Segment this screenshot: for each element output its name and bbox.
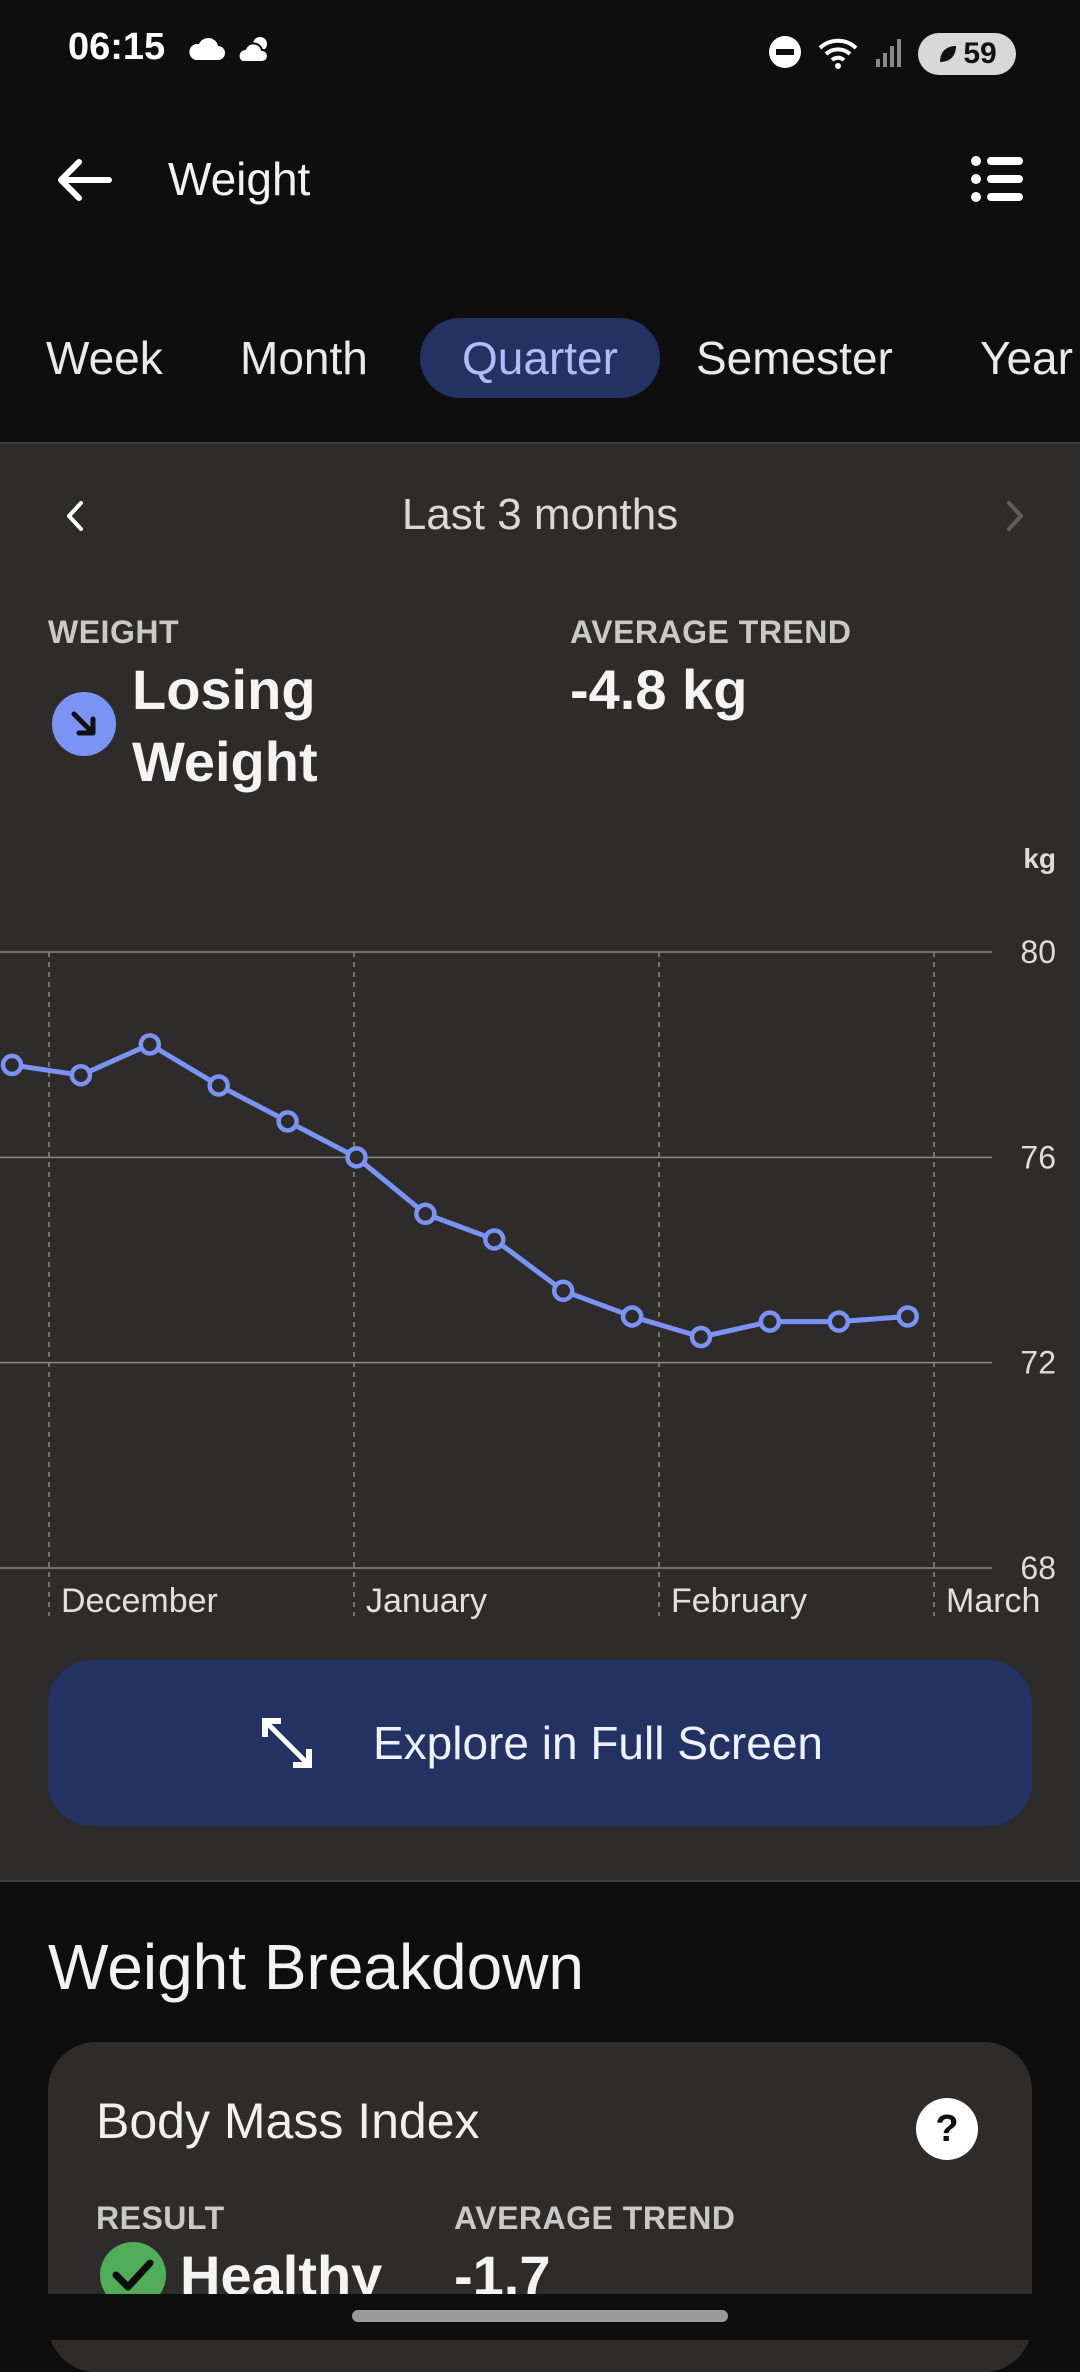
x-tick-label: January bbox=[366, 1582, 487, 1620]
weight-stat-label: WEIGHT bbox=[48, 614, 179, 650]
home-indicator[interactable] bbox=[352, 2310, 728, 2322]
y-tick-label: 72 bbox=[1020, 1345, 1056, 1381]
back-button[interactable] bbox=[46, 150, 120, 210]
system-status-icons: 59 bbox=[768, 30, 1016, 78]
x-tick-label: February bbox=[671, 1582, 807, 1620]
arrow-left-icon bbox=[58, 159, 112, 201]
period-label: Last 3 months bbox=[401, 490, 679, 539]
weight-data-point[interactable] bbox=[0, 1053, 24, 1077]
chevron-right-icon bbox=[1007, 501, 1023, 531]
weight-data-point[interactable] bbox=[207, 1074, 230, 1097]
leaf-icon bbox=[940, 46, 957, 62]
weight-data-point[interactable] bbox=[483, 1228, 506, 1251]
section-title: Weight Breakdown bbox=[48, 1931, 584, 2003]
weight-data-point[interactable] bbox=[758, 1310, 782, 1333]
bmi-trend-label: AVERAGE TREND bbox=[454, 2200, 736, 2236]
weight-data-point[interactable] bbox=[896, 1305, 919, 1328]
list-menu-button[interactable] bbox=[964, 146, 1030, 212]
question-icon: ? bbox=[935, 2107, 959, 2150]
weather-icons bbox=[186, 32, 276, 73]
partly-cloudy-icon bbox=[236, 32, 276, 73]
signal-icon bbox=[874, 35, 904, 74]
bmi-result-label: RESULT bbox=[96, 2200, 225, 2236]
average-trend-value: -4.8 kg bbox=[570, 658, 748, 721]
tab-semester[interactable]: Semester bbox=[696, 332, 893, 384]
explore-full-screen-button[interactable]: Explore in Full Screen bbox=[48, 1660, 1032, 1826]
chevron-left-icon bbox=[67, 501, 83, 531]
weight-status-line2: Weight bbox=[132, 730, 318, 793]
chart-panel bbox=[0, 442, 1080, 1882]
x-tick-label: March bbox=[946, 1582, 1040, 1620]
weight-data-point[interactable] bbox=[414, 1202, 437, 1226]
weight-chart[interactable]: kg 80 76 72 68 December January February March bbox=[0, 840, 1080, 1630]
previous-period-button[interactable] bbox=[50, 486, 100, 546]
help-button[interactable]: ? bbox=[916, 2098, 978, 2160]
status-time: 06:15 bbox=[68, 26, 166, 68]
battery-icon: 59 bbox=[918, 33, 1016, 75]
weight-data-point[interactable] bbox=[138, 1033, 162, 1056]
arrow-down-right-icon bbox=[52, 692, 116, 756]
x-tick-label: December bbox=[61, 1582, 218, 1620]
cloud-icon bbox=[186, 32, 226, 73]
wifi-icon bbox=[816, 34, 860, 75]
explore-button-label: Explore in Full Screen bbox=[373, 1717, 823, 1769]
weight-data-point[interactable] bbox=[551, 1279, 575, 1303]
tab-week[interactable]: Week bbox=[46, 332, 163, 384]
weight-status-value: Losing Weight bbox=[132, 654, 318, 798]
tab-month[interactable]: Month bbox=[240, 332, 368, 384]
average-trend-label: AVERAGE TREND bbox=[570, 614, 852, 650]
expand-diagonal-icon bbox=[262, 1718, 312, 1768]
weight-data-point[interactable] bbox=[827, 1310, 851, 1333]
tab-quarter[interactable]: Quarter bbox=[420, 318, 660, 398]
weight-data-point[interactable] bbox=[689, 1325, 713, 1349]
y-tick-label: 76 bbox=[1020, 1139, 1056, 1175]
chart-unit-label: kg bbox=[1023, 843, 1056, 874]
do-not-disturb-icon bbox=[768, 35, 802, 74]
y-tick-label: 68 bbox=[1020, 1550, 1056, 1586]
weight-data-point[interactable] bbox=[276, 1110, 299, 1133]
period-tabs: Week Month Quarter Semester Year bbox=[0, 318, 1080, 402]
weight-data-point[interactable] bbox=[620, 1305, 644, 1328]
list-icon bbox=[971, 156, 1023, 202]
weight-data-point[interactable] bbox=[69, 1063, 93, 1087]
y-tick-label: 80 bbox=[1020, 934, 1056, 970]
page-title: Weight bbox=[168, 153, 311, 205]
weight-status-line1: Losing bbox=[132, 658, 316, 721]
weight-data-point[interactable] bbox=[345, 1146, 368, 1169]
weight-series-line bbox=[11, 1041, 908, 1340]
battery-level: 59 bbox=[963, 37, 997, 70]
tab-year[interactable]: Year bbox=[980, 332, 1073, 384]
bmi-card-title: Body Mass Index bbox=[96, 2093, 480, 2149]
next-period-button[interactable] bbox=[990, 486, 1040, 546]
